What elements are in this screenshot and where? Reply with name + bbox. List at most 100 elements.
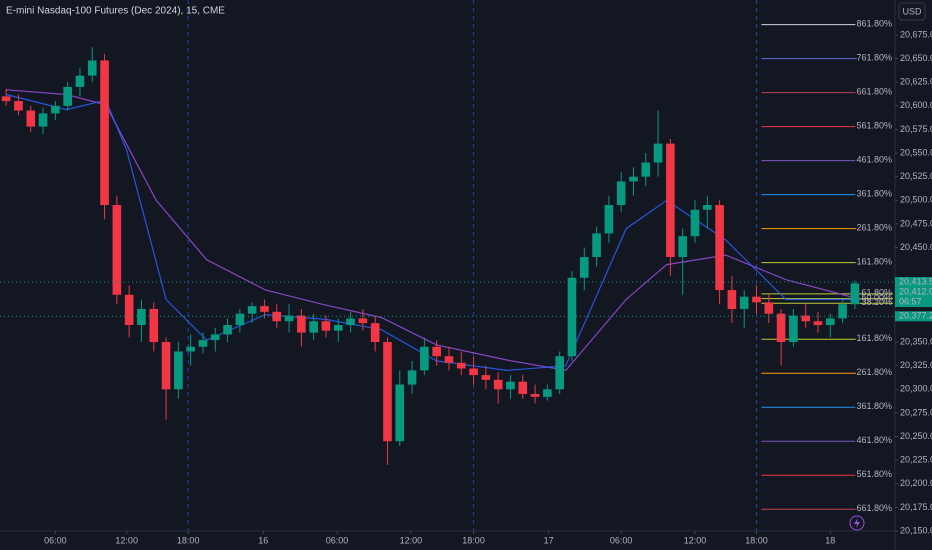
x-tick-label: 12:00 <box>115 535 138 545</box>
candle-body <box>850 283 860 305</box>
candle-body <box>789 315 798 343</box>
candle-body <box>838 304 847 319</box>
fib-label: 561.80% <box>856 469 892 479</box>
replay-icon[interactable] <box>849 515 865 531</box>
fib-label: 38.20% <box>861 297 892 307</box>
fib-label: 161.80% <box>856 333 892 343</box>
candle-body <box>493 379 503 390</box>
candle-body <box>161 342 171 390</box>
candle-body <box>333 325 343 331</box>
candle-body <box>198 340 208 347</box>
candle-body <box>752 296 761 303</box>
candle-body <box>1 96 11 102</box>
y-tick-label: 20,650.00 <box>900 53 932 63</box>
candle-body <box>51 105 60 114</box>
axes: 20,675.00 20,650.00 20,625.00 20,600.00 20,5… <box>44 29 932 545</box>
y-tick-label: 20,550.00 <box>900 147 932 157</box>
price-tag <box>895 287 932 308</box>
candle-body <box>174 351 183 390</box>
candle-body <box>247 306 257 314</box>
fib-label: 661.80% <box>856 86 892 96</box>
candle-body <box>395 384 405 442</box>
price-tag <box>895 277 932 288</box>
currency-box[interactable] <box>898 2 926 21</box>
y-tick-label: 20,350.00 <box>900 336 932 346</box>
candle-body <box>481 375 491 380</box>
x-tick-label: 06:00 <box>44 535 67 545</box>
candle-body <box>616 181 626 206</box>
candle-body <box>420 346 429 371</box>
y-tick-label: 20,675.00 <box>900 29 932 39</box>
moving-average <box>6 93 862 372</box>
fib-label: 361.80% <box>856 401 892 411</box>
candle-body <box>284 315 294 322</box>
candle-body <box>543 389 552 397</box>
x-tick-label: 18:00 <box>745 535 768 545</box>
plot: 861.80% 761.80% 661.80% 561.80% 461.80% 361.8… <box>0 17 895 515</box>
candle-body <box>210 334 220 341</box>
chart-title: E-mini Nasdaq-100 Futures (Dec 2024), 15… <box>6 6 225 17</box>
candle-body <box>186 346 195 352</box>
currency: USD <box>902 6 922 16</box>
candle-body <box>87 60 97 76</box>
candle-body <box>370 323 380 343</box>
fib-label: 50.00% <box>861 292 892 302</box>
candle-body <box>592 233 601 257</box>
fib-label: 261.80% <box>856 367 892 377</box>
candle-body <box>38 113 48 127</box>
y-tick-label: 20,275.00 <box>900 407 932 417</box>
candle-body <box>456 362 466 369</box>
candle-body <box>346 318 355 326</box>
candle-body <box>555 356 564 390</box>
candle-body <box>432 346 441 357</box>
x-tick-label: 06:00 <box>326 535 349 545</box>
y-tick-label: 20,250.00 <box>900 431 932 441</box>
fib-label: 361.80% <box>856 189 892 199</box>
candle-body <box>383 342 392 442</box>
y-tick-label: 20,500.00 <box>900 195 932 205</box>
candle-body <box>100 60 109 206</box>
candle-body <box>444 356 454 363</box>
fib-label: 461.80% <box>856 154 892 164</box>
candle-body <box>309 321 318 333</box>
candle-body <box>235 313 245 326</box>
candle-body <box>641 162 651 177</box>
y-tick-label: 20,325.00 <box>900 360 932 370</box>
candle-body <box>702 205 712 210</box>
candle-body <box>506 381 515 390</box>
candle-body <box>14 101 23 111</box>
candle-body <box>223 325 232 335</box>
candle-body <box>727 290 737 309</box>
fib-label: 61.80% <box>861 288 892 298</box>
candle-body <box>260 306 269 312</box>
y-tick-label: 20,200.00 <box>900 478 932 488</box>
fib-label: 861.80% <box>856 18 892 28</box>
candle-body <box>739 296 749 309</box>
price-tag-label: 20,412.00 <box>899 286 932 296</box>
price-tag-label: 20,413.50 <box>899 276 932 286</box>
x-tick-label: 18:00 <box>177 535 200 545</box>
fib-label: 561.80% <box>856 120 892 130</box>
y-tick-label: 20,450.00 <box>900 242 932 252</box>
y-tick-label: 20,150.00 <box>900 525 932 535</box>
x-tick-label: 06:00 <box>610 535 633 545</box>
y-tick-label: 20,625.00 <box>900 77 932 87</box>
candle-body <box>63 86 72 106</box>
grid <box>187 0 757 531</box>
y-tick-label: 20,525.00 <box>900 171 932 181</box>
fib-label: 661.80% <box>856 503 892 513</box>
candle-body <box>604 205 614 234</box>
y-tick-label: 20,475.00 <box>900 218 932 228</box>
fib-label: 261.80% <box>856 223 892 233</box>
moving-average <box>6 89 862 372</box>
candle-body <box>567 277 577 357</box>
x-tick-label: 16 <box>258 535 268 545</box>
candle-body <box>653 143 663 163</box>
price-tag <box>895 311 932 322</box>
y-tick-label: 20,225.00 <box>900 455 932 465</box>
fib-label: 761.80% <box>856 52 892 62</box>
price-tag-label: 20,377.25 <box>899 311 932 321</box>
